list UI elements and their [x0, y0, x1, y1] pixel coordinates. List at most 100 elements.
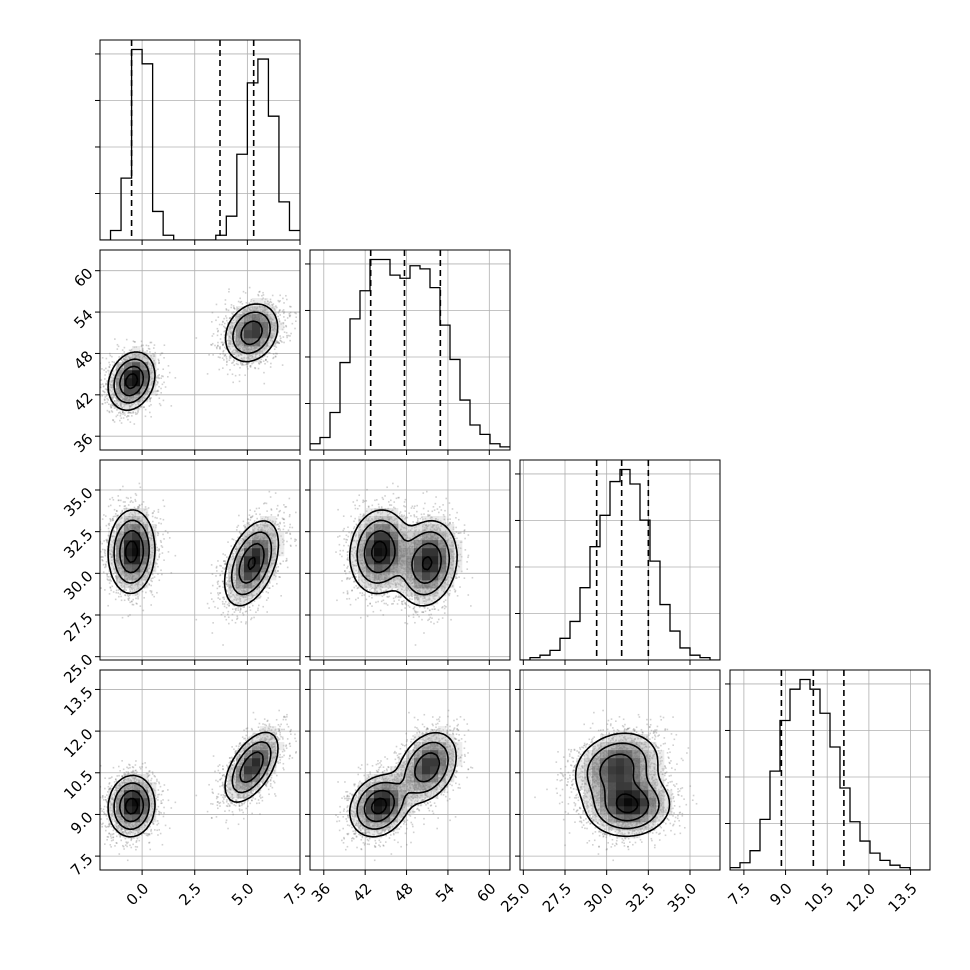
- sample-point: [240, 354, 243, 357]
- sample-point: [149, 364, 151, 366]
- sample-point: [286, 317, 289, 319]
- sample-point: [241, 363, 244, 366]
- sample-point: [108, 411, 111, 414]
- sample-point: [101, 357, 104, 359]
- sample-point: [123, 585, 125, 588]
- sample-point: [232, 327, 235, 330]
- sample-point: [294, 311, 296, 314]
- sample-point: [122, 411, 124, 413]
- sample-point: [249, 366, 252, 368]
- sample-point: [158, 385, 160, 388]
- sample-point: [275, 342, 278, 344]
- sample-point: [267, 303, 270, 306]
- sample-point: [247, 355, 250, 358]
- sample-point: [130, 407, 133, 410]
- sample-point: [231, 315, 234, 318]
- density-cell: [244, 306, 253, 315]
- sample-point: [214, 606, 216, 608]
- sample-point: [228, 355, 231, 358]
- sample-point: [234, 353, 236, 356]
- sample-point: [158, 359, 160, 362]
- sample-point: [123, 402, 125, 405]
- sample-point: [266, 355, 269, 358]
- sample-point: [149, 379, 152, 381]
- sample-point: [261, 348, 264, 351]
- sample-point: [264, 298, 267, 301]
- density-cell: [132, 386, 141, 395]
- sample-point: [115, 403, 118, 406]
- sample-point: [230, 357, 232, 359]
- sample-point: [278, 342, 280, 344]
- sample-point: [156, 376, 158, 379]
- sample-point: [243, 606, 245, 608]
- sample-point: [127, 403, 130, 405]
- sample-point: [109, 376, 112, 379]
- sample-point: [111, 379, 114, 382]
- density-cell: [252, 314, 261, 323]
- sample-point: [148, 348, 151, 350]
- density-cell: [132, 354, 141, 363]
- sample-point: [130, 500, 133, 502]
- sample-point: [131, 584, 133, 586]
- sample-point: [100, 379, 103, 381]
- density-cell: [228, 330, 237, 339]
- sample-point: [250, 354, 253, 357]
- sample-point: [233, 360, 235, 362]
- sample-point: [225, 347, 227, 350]
- sample-point: [94, 375, 96, 377]
- y-tick-label: 42: [70, 389, 96, 415]
- sample-point: [223, 322, 226, 325]
- sample-point: [224, 299, 227, 301]
- sample-point: [269, 587, 271, 589]
- sample-point: [220, 333, 223, 336]
- sample-point: [144, 415, 147, 418]
- sample-point: [142, 396, 144, 399]
- sample-point: [132, 340, 135, 342]
- sample-point: [259, 345, 262, 348]
- sample-point: [274, 311, 277, 314]
- density-cell: [236, 314, 245, 323]
- sample-point: [218, 368, 221, 371]
- sample-point: [119, 411, 121, 414]
- sample-point: [136, 412, 139, 415]
- sample-point: [108, 383, 111, 385]
- sample-point: [112, 380, 115, 382]
- sample-point: [217, 607, 219, 610]
- sample-point: [259, 352, 262, 355]
- sample-point: [263, 371, 265, 374]
- sample-point: [230, 340, 232, 343]
- sample-point: [261, 298, 263, 301]
- sample-point: [230, 304, 233, 306]
- sample-point: [121, 402, 124, 405]
- sample-point: [234, 318, 236, 321]
- sample-point: [145, 344, 148, 347]
- sample-point: [248, 358, 250, 360]
- sample-point: [270, 310, 272, 313]
- sample-point: [152, 352, 154, 355]
- sample-point: [252, 357, 255, 360]
- sample-point: [142, 396, 145, 398]
- sample-point: [100, 386, 102, 389]
- sample-point: [126, 415, 129, 417]
- sample-point: [285, 331, 288, 334]
- sample-point: [249, 358, 252, 361]
- sample-point: [114, 394, 116, 397]
- sample-point: [122, 413, 124, 415]
- sample-point: [111, 402, 113, 405]
- sample-point: [120, 359, 123, 361]
- sample-point: [123, 599, 126, 602]
- sample-point: [130, 349, 132, 352]
- sample-point: [160, 545, 163, 547]
- sample-point: [212, 354, 214, 356]
- sample-point: [103, 369, 105, 371]
- sample-point: [153, 359, 155, 362]
- sample-point: [150, 537, 153, 540]
- density-cell: [140, 362, 149, 371]
- sample-point: [233, 359, 235, 361]
- sample-point: [258, 291, 260, 293]
- sample-point: [230, 322, 232, 325]
- sample-point: [279, 314, 281, 316]
- sample-point: [162, 375, 164, 378]
- y-tick-label: 60: [70, 265, 96, 291]
